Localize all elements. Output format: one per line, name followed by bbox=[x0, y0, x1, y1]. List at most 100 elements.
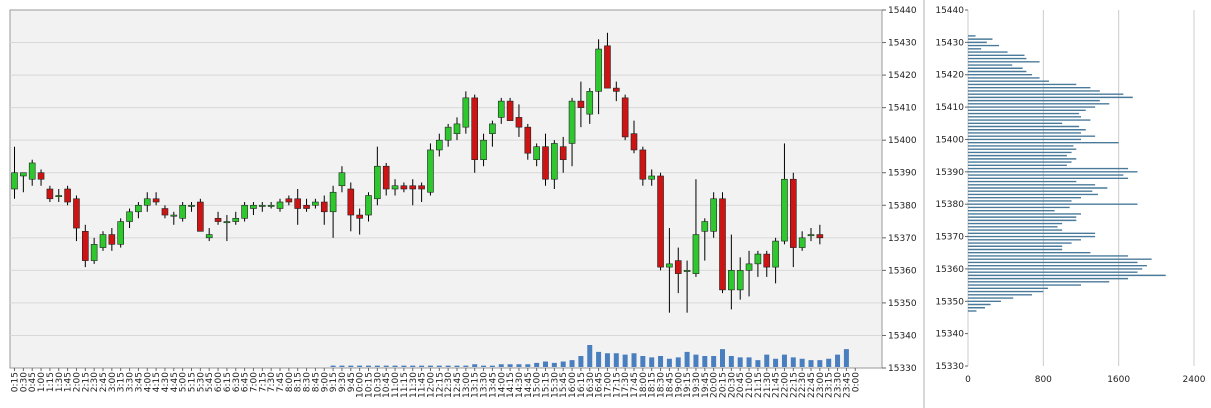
volume-bar bbox=[596, 351, 602, 367]
price-y-tick-label: 15420 bbox=[888, 71, 917, 81]
candle bbox=[816, 224, 824, 245]
candle bbox=[736, 257, 744, 300]
candle-body-down bbox=[214, 217, 222, 222]
candle-body-down bbox=[763, 253, 771, 268]
candle-body-up bbox=[276, 201, 284, 209]
candle-body-down bbox=[382, 165, 390, 190]
profile-x-tick-label: 2400 bbox=[1183, 375, 1206, 385]
candle-body-up bbox=[533, 146, 540, 161]
candle-body-down bbox=[816, 234, 824, 239]
time-tick-label: 7:30 bbox=[267, 372, 277, 392]
candle bbox=[55, 189, 63, 203]
time-tick-label: 5:45 bbox=[205, 372, 215, 392]
candle bbox=[551, 140, 558, 189]
volume-bar bbox=[746, 357, 752, 367]
profile-y-tick-label: 15400 bbox=[935, 135, 964, 145]
profile-y-tick-label: 15330 bbox=[935, 362, 964, 372]
candle bbox=[745, 250, 753, 297]
volume-bar bbox=[401, 365, 407, 367]
candle bbox=[64, 185, 71, 206]
candle bbox=[179, 202, 186, 222]
time-tick-label: 21:00 bbox=[745, 372, 755, 398]
candle-body-up bbox=[143, 198, 151, 206]
candle bbox=[471, 94, 479, 173]
candle bbox=[728, 234, 735, 310]
candle bbox=[28, 159, 36, 186]
time-tick-label: 18:00 bbox=[639, 372, 649, 398]
time-tick-label: 7:45 bbox=[276, 372, 286, 392]
candle-body-up bbox=[329, 191, 337, 213]
time-tick-label: 4:45 bbox=[170, 372, 180, 392]
price-y-tick-label: 15390 bbox=[888, 169, 917, 179]
candle-body-up bbox=[710, 198, 717, 232]
candle bbox=[223, 215, 231, 242]
price-y-tick-label: 15400 bbox=[888, 136, 917, 146]
time-tick-label: 6:00 bbox=[214, 372, 224, 392]
time-tick-label: 20:45 bbox=[736, 372, 746, 398]
candle bbox=[427, 143, 434, 196]
candle bbox=[577, 81, 585, 128]
time-tick-label: 2:30 bbox=[90, 372, 100, 392]
volume-bar bbox=[604, 353, 610, 367]
candle-body-up bbox=[427, 149, 434, 193]
time-tick-label: 7:00 bbox=[249, 372, 259, 392]
time-tick-label: 23:30 bbox=[834, 372, 844, 398]
volume-bar bbox=[507, 364, 513, 367]
profile-x-tick-label: 800 bbox=[1035, 375, 1052, 385]
candle-body-down bbox=[108, 234, 116, 245]
candlesticks bbox=[11, 32, 824, 313]
time-tick-label: 18:30 bbox=[657, 372, 667, 398]
candle-body-up bbox=[170, 214, 178, 217]
candle-body-up bbox=[205, 234, 213, 239]
candle-body-down bbox=[612, 87, 620, 92]
time-tick-label: 21:15 bbox=[754, 372, 764, 398]
time-tick-label: 14:00 bbox=[497, 372, 507, 398]
time-tick-label: 17:00 bbox=[603, 372, 613, 398]
time-tick-label: 17:15 bbox=[612, 372, 622, 398]
volume-bar bbox=[843, 349, 849, 367]
volume-bar bbox=[525, 364, 531, 367]
time-tick-label: 7:15 bbox=[258, 372, 268, 392]
time-tick-label: 6:30 bbox=[232, 372, 242, 392]
volume-bar bbox=[366, 365, 371, 367]
candle-body-down bbox=[639, 149, 647, 180]
candle bbox=[506, 97, 514, 121]
time-tick-label: 5:30 bbox=[196, 372, 206, 392]
time-tick-label: 0:30 bbox=[19, 372, 29, 392]
time-tick-label: 1:30 bbox=[55, 372, 65, 392]
candle-body-up bbox=[55, 195, 63, 198]
profile-x-tick-label: 1600 bbox=[1107, 375, 1130, 385]
candle-body-up bbox=[683, 270, 691, 272]
time-tick-label: 12:15 bbox=[435, 372, 445, 398]
candle-body-up bbox=[126, 211, 133, 222]
volume-bar bbox=[631, 353, 637, 367]
candle-body-up bbox=[666, 263, 673, 268]
time-tick-label: 8:15 bbox=[294, 372, 304, 392]
time-tick-label: 2:45 bbox=[99, 372, 109, 392]
candle bbox=[82, 224, 89, 268]
candle bbox=[444, 123, 452, 147]
candle bbox=[152, 192, 160, 206]
candle-body-down bbox=[161, 208, 169, 216]
candle bbox=[595, 39, 602, 115]
volume-bar bbox=[799, 358, 805, 367]
candle-body-up bbox=[728, 270, 735, 291]
volume-bar bbox=[675, 357, 681, 367]
volume-bar bbox=[764, 354, 770, 367]
profile-y-tick-label: 15440 bbox=[935, 6, 964, 16]
candle-body-down bbox=[515, 117, 523, 128]
volume-profile-bars bbox=[968, 35, 1166, 312]
candle bbox=[409, 179, 417, 206]
time-tick-label: 12:00 bbox=[426, 372, 436, 398]
time-tick-label: 21:45 bbox=[772, 372, 782, 398]
time-tick-label: 20:30 bbox=[727, 372, 737, 398]
candle bbox=[772, 237, 779, 284]
candle-body-up bbox=[338, 172, 346, 187]
candle-body-down bbox=[294, 198, 302, 209]
candle bbox=[108, 228, 116, 251]
candle bbox=[559, 136, 567, 173]
candle bbox=[347, 182, 355, 232]
profile-y-tick-label: 15340 bbox=[935, 330, 964, 340]
time-tick-label: 3:30 bbox=[126, 372, 136, 392]
candle bbox=[46, 185, 54, 203]
